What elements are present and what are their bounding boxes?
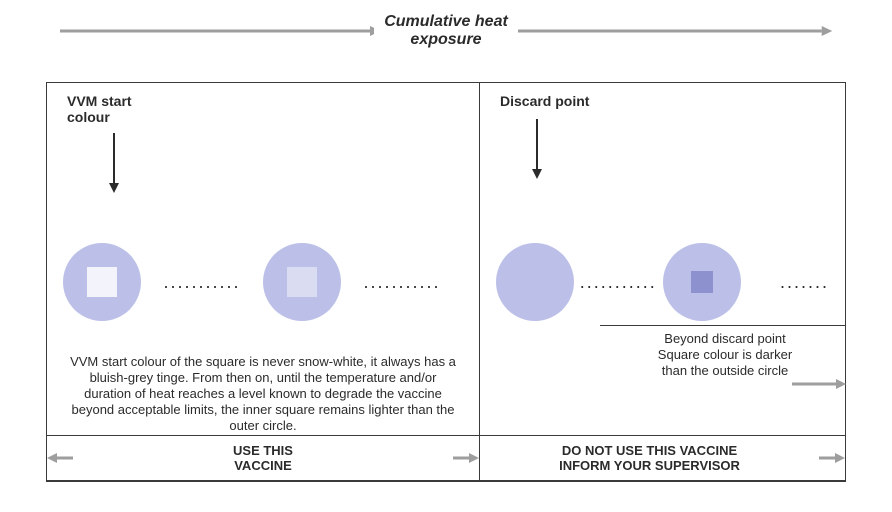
sub-arrow-right-icon (792, 377, 846, 391)
cumulative-heat-row: Cumulative heatexposure (60, 8, 832, 54)
vvm-indicator-2 (263, 243, 341, 321)
dots: ........... (341, 272, 463, 293)
vvm-indicator-4 (663, 243, 741, 321)
use-vaccine-text: USE THISVACCINE (73, 443, 453, 473)
panels: VVM startcolour ........... ........... (46, 82, 846, 482)
vvm-start-arrow (107, 133, 121, 193)
do-not-use-panel: Discard point ........... ....... (480, 82, 846, 482)
do-not-use-bar: DO NOT USE THIS VACCINEINFORM YOUR SUPER… (480, 435, 845, 480)
top-arrow-left (60, 24, 374, 38)
action-arrow-right-icon (453, 451, 479, 465)
use-vaccine-bar: USE THISVACCINE (47, 435, 479, 480)
dots: ........... (574, 272, 663, 293)
vvm-indicator-1 (63, 243, 141, 321)
vvm-start-label: VVM startcolour (67, 93, 187, 125)
dots: ........... (141, 272, 263, 293)
action-arrow-left-icon (47, 451, 73, 465)
left-indicator-row: ........... ........... (63, 243, 463, 321)
top-arrow-right (518, 24, 832, 38)
right-indicator-row: ........... ....... (496, 243, 829, 321)
use-vaccine-panel: VVM startcolour ........... ........... (46, 82, 480, 482)
indicator-circle (496, 243, 574, 321)
dots: ....... (741, 272, 830, 293)
vvm-description: VVM start colour of the square is never … (65, 354, 461, 434)
indicator-square (87, 267, 117, 297)
discard-arrow (530, 119, 544, 179)
indicator-square (287, 267, 317, 297)
cumulative-heat-title: Cumulative heatexposure (374, 13, 518, 49)
sub-divider (600, 325, 845, 326)
action-arrow-right-icon (819, 451, 845, 465)
indicator-square (691, 271, 713, 293)
discard-point-label: Discard point (500, 93, 640, 109)
beyond-discard-description: Beyond discard pointSquare colour is dar… (615, 331, 835, 379)
do-not-use-text: DO NOT USE THIS VACCINEINFORM YOUR SUPER… (480, 443, 819, 473)
vvm-indicator-3 (496, 243, 574, 321)
